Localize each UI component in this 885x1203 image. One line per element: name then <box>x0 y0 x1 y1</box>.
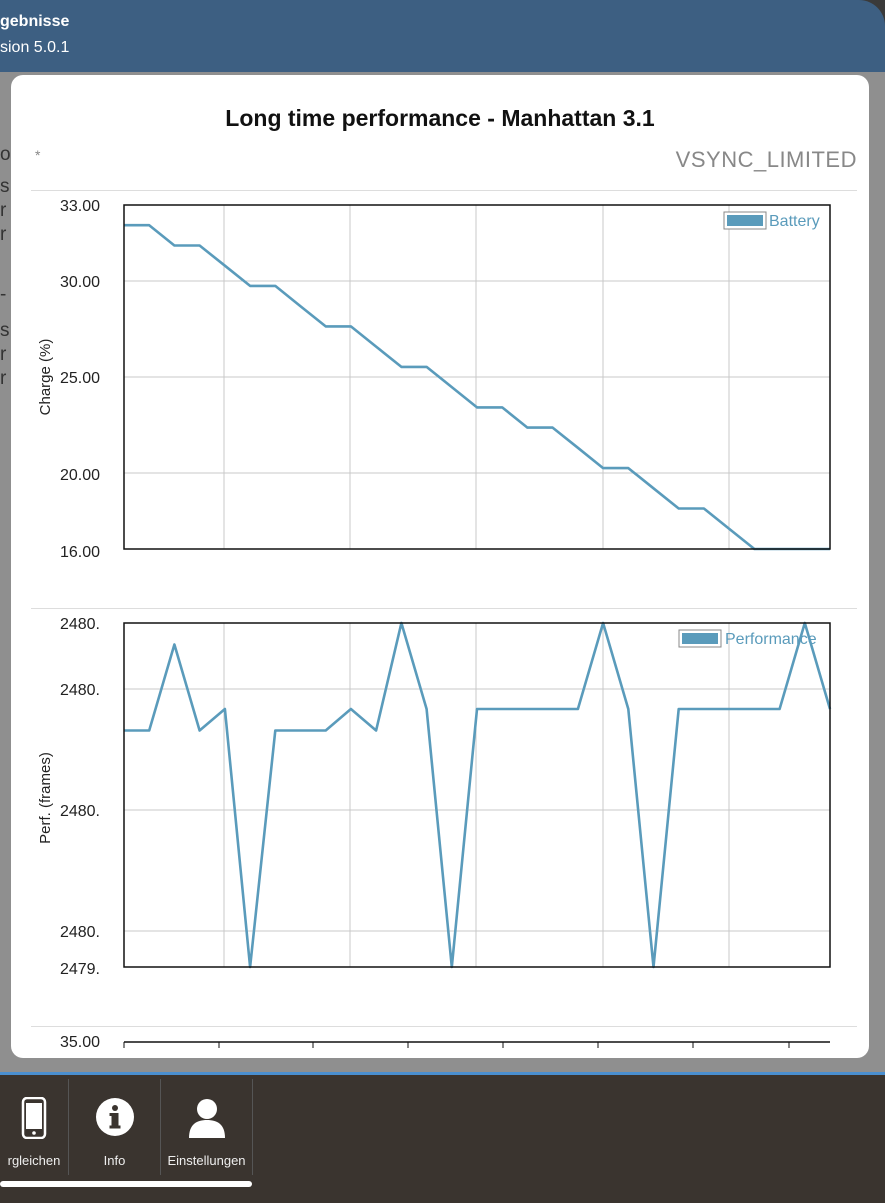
star-marker: * <box>35 147 41 163</box>
list-edge-text: s <box>0 320 10 341</box>
third-chart: 35.00 <box>60 1034 830 1051</box>
list-edge-text: r <box>0 200 7 221</box>
legend-swatch-fill <box>682 633 718 644</box>
y-tick-label: 30.00 <box>60 274 100 291</box>
legend-performance: Performance <box>678 629 817 648</box>
list-edge-text: r <box>0 368 7 389</box>
tab-info[interactable]: Info <box>68 1079 161 1175</box>
x-ticks <box>123 1042 790 1048</box>
performance-modal: Long time performance - Manhattan 3.1 * … <box>11 75 869 1058</box>
y-tick-label: 20.00 <box>60 467 100 484</box>
gridlines <box>124 205 830 549</box>
list-edge-text: s <box>0 176 10 197</box>
header-version: sion 5.0.1 <box>0 39 70 56</box>
performance-chart: 2480. 2480. 2480. 2480. 2479. Perf. (fra… <box>37 616 832 978</box>
header-title: gebnisse <box>0 13 70 30</box>
list-edge-text: r <box>0 224 7 245</box>
y-tick-label: 2480. <box>60 803 100 820</box>
battery-line <box>124 223 830 551</box>
list-edge-text: r <box>0 344 7 365</box>
y-tick-label: 25.00 <box>60 370 100 387</box>
modal-title: Long time performance - Manhattan 3.1 <box>225 105 655 131</box>
divider <box>31 190 857 191</box>
user-icon <box>188 1099 225 1138</box>
y-tick-label: 35.00 <box>60 1034 100 1051</box>
legend-label: Battery <box>769 213 820 230</box>
y-tick-label: 2480. <box>60 682 100 699</box>
y-tick-label: 2480. <box>60 924 100 941</box>
performance-line <box>124 621 832 969</box>
phone-icon <box>21 1097 47 1139</box>
tab-label: rgleichen <box>7 1153 61 1168</box>
y-tick-label: 2479. <box>60 961 100 978</box>
tab-label: Einstellungen <box>167 1153 246 1168</box>
divider <box>31 608 857 609</box>
battery-chart: 33.00 30.00 25.00 20.00 16.00 Charge (%)… <box>37 198 831 561</box>
gridlines <box>124 623 830 967</box>
mode-label: VSYNC_LIMITED <box>675 147 857 172</box>
legend-swatch-fill <box>727 215 763 226</box>
y-tick-label: 33.00 <box>60 198 100 215</box>
app-header: gebnisse sion 5.0.1 <box>0 0 885 72</box>
legend-label: Performance <box>725 631 817 648</box>
y-axis-title: Perf. (frames) <box>37 752 54 844</box>
legend-battery: Battery <box>723 211 820 230</box>
plot-frame <box>123 622 831 968</box>
y-axis-labels: 2480. 2480. 2480. 2480. 2479. <box>60 616 100 978</box>
y-axis-title: Charge (%) <box>37 339 54 416</box>
tab-settings[interactable]: Einstellungen <box>160 1079 253 1175</box>
plot-frame <box>123 204 831 550</box>
tab-compare[interactable]: rgleichen <box>0 1079 69 1175</box>
divider <box>31 1026 857 1027</box>
y-axis-labels: 33.00 30.00 25.00 20.00 16.00 <box>60 198 100 561</box>
info-icon <box>95 1098 134 1136</box>
y-tick-label: 2480. <box>60 616 100 633</box>
y-tick-label: 16.00 <box>60 544 100 561</box>
home-indicator <box>0 1181 252 1187</box>
list-edge-text: - <box>0 284 7 305</box>
tab-label: Info <box>103 1153 126 1168</box>
